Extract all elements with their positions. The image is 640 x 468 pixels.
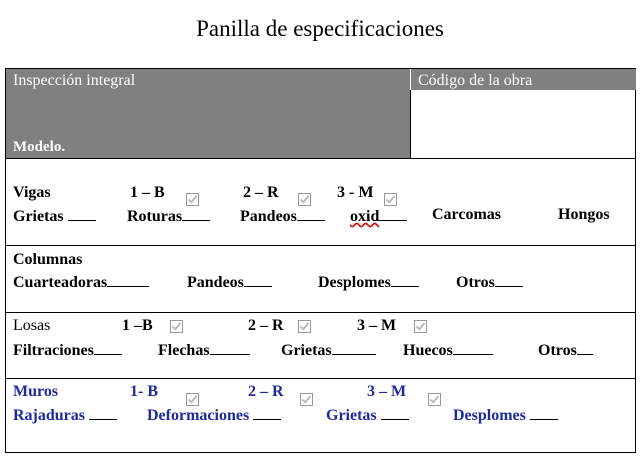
field: Otros [456, 272, 523, 292]
checkbox[interactable] [384, 193, 397, 206]
header-label: Inspección integral [13, 72, 136, 89]
defect: Desplomes [453, 407, 526, 424]
code-cell [410, 90, 635, 158]
blank-line [93, 340, 122, 355]
header-right [410, 69, 636, 90]
grade: 3 – M [357, 317, 397, 334]
blank-line [380, 405, 409, 420]
defect: Hongos [558, 206, 610, 223]
checkbox[interactable] [186, 193, 199, 206]
blank-line [529, 405, 558, 420]
defect: Cuarteadoras [13, 274, 108, 291]
section-name: Columnas [13, 251, 83, 268]
defect: oxid [350, 208, 380, 225]
field: Grietas [281, 340, 376, 360]
field: oxid [350, 206, 408, 226]
blank-line [182, 206, 211, 221]
form-table [5, 68, 636, 453]
field: Carcomas [432, 206, 501, 224]
row-divider [5, 158, 635, 159]
row-divider [5, 312, 635, 313]
field: Flechas [158, 340, 250, 360]
model-label: Modelo. [13, 139, 66, 155]
blank-line [296, 206, 325, 221]
checkbox[interactable] [186, 393, 199, 406]
row-divider [5, 378, 635, 379]
blank-line [331, 340, 376, 355]
grade: 2 – R [243, 184, 279, 201]
blank-line [576, 340, 593, 355]
defect: Filtraciones [13, 342, 94, 359]
defect: Otros [538, 342, 577, 359]
blank-line [494, 272, 523, 287]
checkbox[interactable] [428, 393, 441, 406]
checkbox[interactable] [414, 320, 427, 333]
field: Rajaduras [13, 405, 118, 425]
checkbox[interactable] [170, 320, 183, 333]
grade: 3 – M [367, 383, 407, 400]
field: Huecos [403, 340, 493, 360]
field: Filtraciones [13, 340, 122, 360]
defect: Deformaciones [147, 407, 250, 424]
section-name: Muros [13, 383, 59, 400]
defect: Grietas [326, 407, 377, 424]
blank-line [452, 340, 493, 355]
checkbox[interactable] [298, 193, 311, 206]
field: Deformaciones [147, 405, 282, 425]
defect: Grietas [13, 208, 64, 225]
field: Otros [538, 340, 593, 360]
defect: Carcomas [432, 206, 502, 223]
blank-line [379, 206, 408, 221]
field: Cuarteadoras [13, 272, 150, 292]
field: Pandeos [240, 206, 325, 226]
field: Desplomes [453, 405, 558, 425]
blank-line [390, 272, 419, 287]
grade: 1 –B [122, 317, 153, 334]
defect: Flechas [158, 342, 210, 359]
field: Grietas [13, 206, 96, 226]
defect: Rajaduras [13, 407, 86, 424]
grade: 1 – B [130, 184, 165, 201]
defect: Pandeos [187, 274, 244, 291]
blank-line [209, 340, 250, 355]
defect: Otros [456, 274, 495, 291]
blank-line [89, 405, 118, 420]
grade: 2 – R [248, 383, 284, 400]
grade: 2 – R [248, 317, 284, 334]
title: Panilla de especificaciones [196, 16, 444, 41]
defect: Grietas [281, 342, 332, 359]
blank-line [253, 405, 282, 420]
blank-line [243, 272, 272, 287]
blank-line [107, 272, 150, 287]
field: Pandeos [187, 272, 272, 292]
checkbox[interactable] [300, 393, 313, 406]
defect: Huecos [403, 342, 453, 359]
defect: Pandeos [240, 208, 297, 225]
checkbox[interactable] [298, 320, 311, 333]
defect: Desplomes [318, 274, 391, 291]
header-label: Código de la obra [418, 72, 533, 89]
blank-line [67, 206, 96, 221]
grade: 3 - M [337, 184, 374, 201]
header-left [6, 69, 410, 158]
field: Desplomes [318, 272, 419, 292]
section-name: Vigas [13, 184, 51, 201]
section-name: Losas [13, 317, 51, 334]
field: Roturas [127, 206, 211, 226]
defect: Roturas [127, 208, 183, 225]
field: Hongos [558, 206, 610, 224]
grade: 1- B [130, 383, 158, 400]
field: Grietas [326, 405, 409, 425]
row-divider [5, 245, 635, 246]
